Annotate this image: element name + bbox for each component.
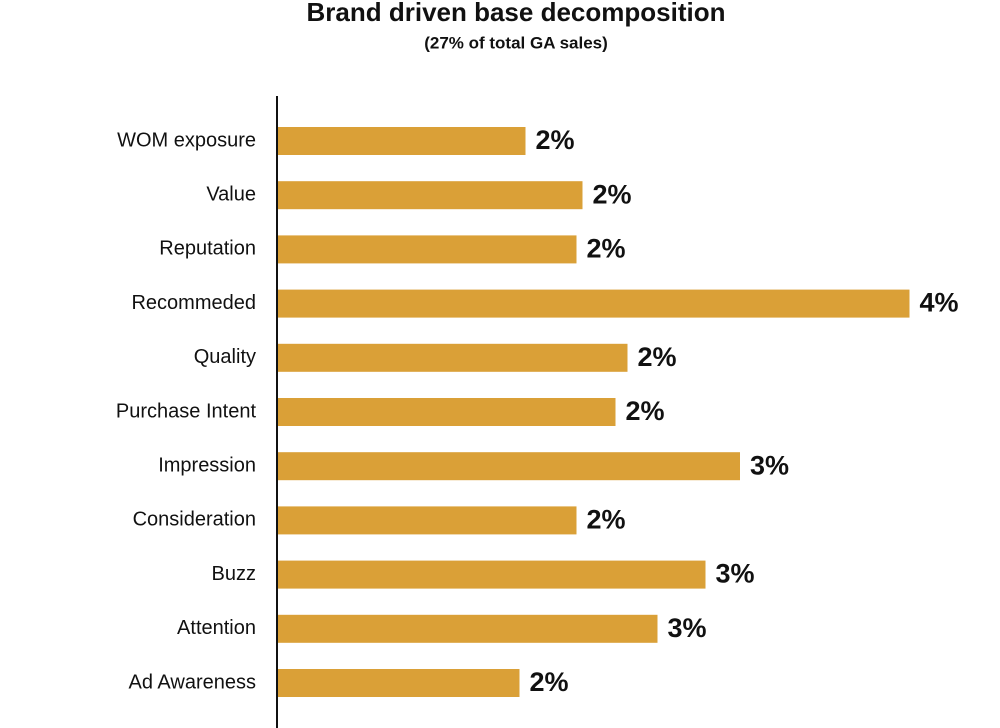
value-label: 2%	[587, 234, 626, 264]
category-label: Buzz	[212, 563, 256, 585]
category-label: Ad Awareness	[129, 671, 257, 693]
category-label: Recommeded	[131, 292, 256, 314]
category-label: Purchase Intent	[116, 400, 257, 422]
value-label: 3%	[668, 613, 707, 643]
category-label: WOM exposure	[117, 129, 256, 151]
bar	[278, 614, 658, 643]
bar	[278, 452, 740, 481]
bar	[278, 560, 706, 589]
value-label: 2%	[626, 396, 665, 426]
value-label: 2%	[536, 125, 575, 155]
bar	[278, 398, 616, 426]
value-label: 2%	[530, 667, 569, 697]
value-label: 2%	[593, 179, 632, 209]
bar	[278, 235, 577, 264]
category-label: Attention	[177, 617, 256, 639]
bar	[278, 289, 910, 318]
chart-subtitle: (27% of total GA sales)	[424, 33, 608, 52]
bar	[278, 669, 520, 697]
bar	[278, 181, 583, 210]
bar	[278, 506, 577, 535]
chart-title: Brand driven base decomposition	[307, 0, 726, 27]
bar	[278, 343, 628, 372]
value-label: 2%	[638, 342, 677, 372]
value-label: 3%	[750, 450, 789, 480]
category-label: Quality	[194, 346, 256, 368]
category-label: Impression	[158, 454, 256, 476]
value-label: 3%	[716, 559, 755, 589]
value-label: 4%	[920, 288, 959, 318]
value-label: 2%	[587, 505, 626, 535]
bar	[278, 127, 526, 155]
category-label: Reputation	[159, 238, 256, 260]
category-label: Consideration	[133, 509, 256, 531]
category-label: Value	[206, 183, 256, 205]
